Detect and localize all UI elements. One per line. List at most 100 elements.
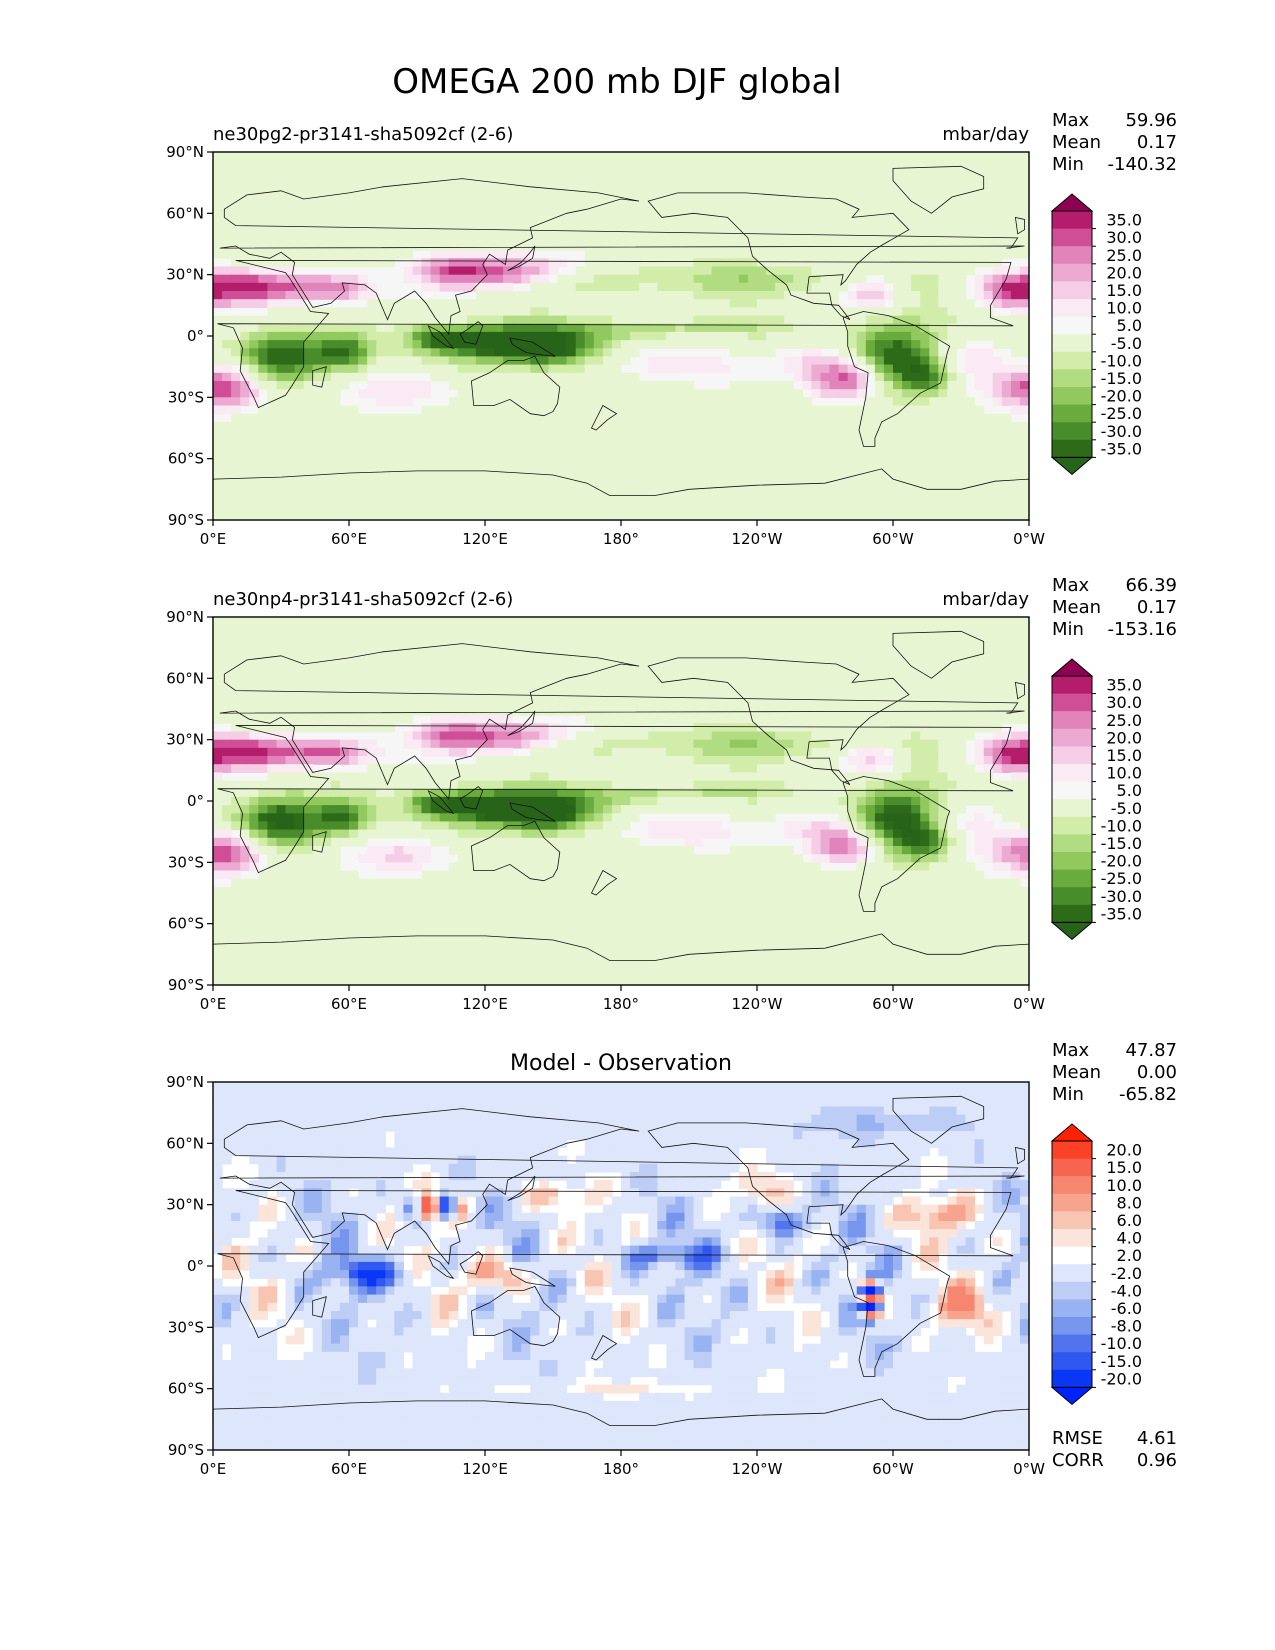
field-cell: [657, 315, 667, 325]
field-cell: [893, 217, 903, 227]
field-cell: [1010, 152, 1021, 161]
field-cell: [394, 340, 404, 349]
field-cell: [992, 225, 1003, 235]
field-cell: [475, 657, 486, 667]
field-cell: [911, 258, 921, 268]
field-cell: [920, 274, 930, 284]
field-cell: [1019, 266, 1030, 276]
field-cell: [938, 454, 948, 464]
field-cell: [965, 503, 976, 513]
field-cell: [466, 340, 477, 349]
field-cell: [684, 201, 695, 210]
field-cell: [339, 233, 350, 243]
field-cell: [974, 674, 985, 683]
field-cell: [956, 511, 967, 521]
field-cell: [611, 217, 622, 227]
field-cell: [376, 397, 386, 407]
panel-title-left: ne30pg2-pr3141-sha5092cf (2-6): [213, 124, 513, 145]
field-cell: [666, 274, 676, 284]
field-cell: [1019, 495, 1030, 505]
field-cell: [548, 331, 559, 341]
field-cell: [213, 682, 223, 692]
field-cell: [956, 209, 967, 218]
field-cell: [657, 405, 667, 415]
field-cell: [213, 405, 223, 415]
field-cell: [711, 389, 722, 398]
field-cell: [938, 160, 948, 169]
field-cell: [466, 323, 477, 333]
field-cell: [956, 690, 967, 700]
field-cell: [285, 307, 296, 317]
field-cell: [240, 372, 250, 382]
field-cell: [249, 331, 259, 341]
field-cell: [883, 495, 894, 505]
field-cell: [956, 160, 967, 169]
field-cell: [702, 430, 713, 439]
field-cell: [947, 160, 958, 169]
field-cell: [557, 201, 568, 210]
field-cell: [448, 152, 459, 161]
field-cell: [548, 209, 559, 218]
field-cell: [684, 160, 695, 169]
field-cell: [621, 348, 631, 358]
field-cell: [666, 315, 676, 325]
field-cell: [539, 331, 550, 341]
field-cell: [675, 274, 686, 284]
field-cell: [766, 405, 776, 415]
field-cell: [258, 160, 268, 169]
field-cell: [802, 470, 812, 480]
field-cell: [566, 641, 577, 651]
field-cell: [448, 674, 459, 683]
field-cell: [294, 430, 305, 439]
field-cell: [974, 381, 985, 390]
field-cell: [829, 364, 840, 374]
field-cell: [494, 250, 504, 259]
field-cell: [1010, 160, 1021, 169]
field-cell: [412, 176, 423, 186]
field-cell: [992, 487, 1003, 497]
field-cell: [385, 511, 395, 521]
field-cell: [593, 299, 604, 308]
field-cell: [530, 470, 540, 480]
field-cell: [983, 176, 994, 186]
field-cell: [738, 682, 749, 692]
field-cell: [403, 225, 414, 235]
field-cell: [258, 201, 268, 210]
field-cell: [766, 397, 776, 407]
field-cell: [666, 666, 676, 675]
field-cell: [466, 184, 477, 194]
field-cell: [611, 438, 622, 447]
field-cell: [974, 682, 985, 692]
field-cell: [684, 690, 695, 700]
field-cell: [974, 192, 985, 202]
field-cell: [213, 666, 223, 675]
field-cell: [593, 381, 604, 390]
field-cell: [593, 274, 604, 284]
field-cell: [802, 462, 812, 472]
field-cell: [231, 495, 241, 505]
field-cell: [539, 397, 550, 407]
field-cell: [893, 315, 903, 325]
field-cell: [367, 413, 377, 423]
field-cell: [602, 152, 613, 161]
field-cell: [829, 356, 840, 366]
field-cell: [358, 413, 368, 423]
field-cell: [992, 209, 1003, 218]
field-cell: [738, 438, 749, 447]
field-cell: [675, 217, 686, 227]
field-cell: [802, 454, 812, 464]
field-cell: [766, 331, 776, 341]
field-cell: [666, 356, 676, 366]
field-cell: [385, 682, 395, 692]
field-cell: [512, 479, 522, 488]
field-cell: [947, 217, 958, 227]
field-cell: [249, 364, 259, 374]
field-cell: [521, 315, 531, 325]
field-cell: [439, 617, 450, 626]
field-cell: [1019, 209, 1030, 218]
field-cell: [938, 315, 948, 325]
field-cell: [729, 617, 740, 626]
field-cell: [757, 511, 767, 521]
field-cell: [222, 625, 232, 634]
field-cell: [766, 381, 776, 390]
